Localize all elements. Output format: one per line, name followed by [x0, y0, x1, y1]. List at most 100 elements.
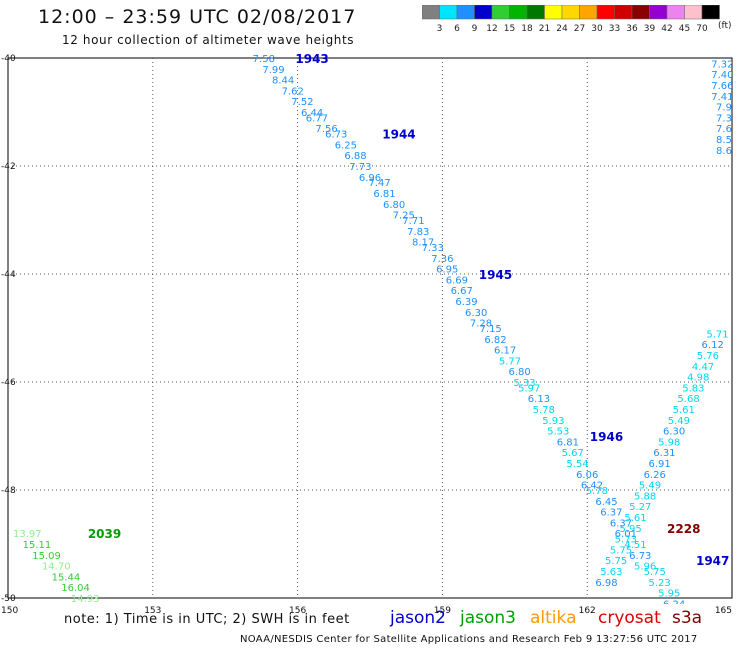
colorbar-tick-label: 3: [437, 24, 443, 34]
swh-value-label: 7.62: [282, 86, 304, 97]
colorbar-tick-label: 33: [609, 24, 620, 34]
pass-time-label: 1945: [479, 268, 512, 282]
x-tick-label: 162: [579, 606, 596, 616]
data-layer: 7.587.998.447.627.526.446.777.566.736.25…: [13, 52, 738, 610]
swh-value-label: 4.51: [624, 540, 646, 551]
legend-s3a: s3a: [672, 608, 703, 628]
legend-jason3: jason3: [460, 608, 516, 628]
swh-value-label: 6.77: [306, 113, 328, 124]
swh-value-label: 5.75: [610, 545, 632, 556]
colorbar-tick-label: 18: [521, 24, 533, 34]
footer-credit: NOAA/NESDIS Center for Satellite Applica…: [240, 634, 698, 645]
swh-value-label: 6.81: [557, 437, 579, 448]
pass-time-label: 1943: [295, 52, 328, 66]
swh-value-label: 5.23: [648, 578, 670, 589]
swh-value-label: 6.91: [648, 459, 670, 470]
colorbar-tick-label: 39: [644, 24, 656, 34]
swh-value-label: 6.88: [344, 151, 366, 162]
swh-value-label: 6.25: [335, 140, 357, 151]
swh-value-label: 13.97: [13, 529, 42, 540]
swh-value-label: 6.12: [702, 340, 724, 351]
swh-value-label: 7.36: [431, 254, 453, 265]
swh-value-label: 4.47: [692, 362, 714, 373]
colorbar-tick-label: 15: [504, 24, 515, 34]
swh-value-label: 5.75: [644, 567, 666, 578]
x-tick-label: 150: [1, 606, 18, 616]
swh-value-label: 6.81: [373, 189, 395, 200]
y-tick-label: -50: [1, 594, 16, 604]
swh-value-label: 7.99: [262, 65, 284, 76]
swh-value-label: 7.66: [711, 81, 733, 92]
swh-value-label: 5.96: [634, 562, 656, 573]
swh-value-label: 5.53: [547, 427, 569, 438]
colorbar-tick-label: 27: [574, 24, 585, 34]
swh-value-label: 5.73: [615, 535, 637, 546]
swh-value-label: 7.69: [716, 124, 738, 135]
swh-value-label: 6.45: [595, 497, 617, 508]
pass-time-label: 1947: [696, 554, 729, 568]
swh-value-label: 6.13: [528, 394, 550, 405]
y-tick-label: -46: [1, 378, 16, 388]
colorbar-tick-label: 30: [591, 24, 603, 34]
swh-value-label: 6.73: [629, 551, 651, 562]
swh-value-label: 7.41: [711, 92, 733, 103]
legend-cryosat: cryosat: [598, 608, 661, 628]
swh-value-label: 6.37: [610, 518, 632, 529]
swh-value-label: 6.42: [581, 481, 603, 492]
swh-value-label: 7.52: [291, 97, 313, 108]
swh-value-label: 7.56: [315, 124, 337, 135]
colorbar-unit-label: (ft): [718, 21, 732, 31]
swh-value-label: 5.71: [706, 329, 728, 340]
swh-value-label: 6.24: [663, 599, 685, 610]
chart-subtitle: 12 hour collection of altimeter wave hei…: [62, 33, 355, 47]
swh-value-label: 8.17: [412, 238, 434, 249]
swh-value-label: 6.26: [644, 470, 666, 481]
swh-value-label: 6.01: [615, 529, 637, 540]
swh-value-label: 6.98: [595, 578, 617, 589]
pass-time-label: 1946: [590, 430, 623, 444]
colorbar-tick-label: 36: [626, 24, 638, 34]
swh-value-label: 5.83: [682, 383, 704, 394]
swh-value-label: 6.95: [436, 265, 458, 276]
footer-note: note: 1) Time is in UTC; 2) SWH is in fe…: [64, 612, 350, 627]
swh-value-label: 8.51: [716, 135, 738, 146]
swh-value-label: 6.06: [576, 470, 598, 481]
swh-value-label: 5.78: [533, 405, 555, 416]
swh-value-label: 6.67: [451, 286, 473, 297]
swh-value-label: 5.76: [697, 351, 719, 362]
swh-value-label: 7.28: [470, 319, 492, 330]
colorbar-swatch: [701, 5, 720, 20]
swh-value-label: 7.33: [422, 243, 444, 254]
y-tick-label: -44: [1, 270, 16, 280]
chart-title: 12:00 – 23:59 UTC 02/08/2017: [38, 6, 357, 28]
swh-value-label: 7.32: [711, 59, 733, 70]
swh-value-label: 6.31: [653, 448, 675, 459]
swh-value-label: 5.61: [673, 405, 695, 416]
legend-jason2: jason2: [390, 608, 446, 628]
swh-value-label: 7.71: [402, 216, 424, 227]
colorbar-legend: 3 6 9 12 15 18 21 24 27 30 33 36 39 42 45 70: [422, 5, 720, 34]
swh-value-label: 6.30: [663, 427, 685, 438]
swh-value-label: 5.63: [600, 567, 622, 578]
swh-value-label: 7.47: [369, 178, 391, 189]
swh-value-label: 5.97: [518, 383, 540, 394]
colorbar-tick-label: 21: [539, 24, 550, 34]
colorbar-tick-label: 42: [661, 24, 672, 34]
swh-value-label: 7.25: [393, 211, 415, 222]
swh-value-label: 6.39: [455, 297, 477, 308]
swh-value-label: 14.70: [42, 562, 71, 573]
swh-value-label: 6.73: [325, 130, 347, 141]
swh-value-label: 5.75: [605, 556, 627, 567]
plot-frame: [7, 57, 733, 599]
swh-value-label: 7.40: [711, 70, 733, 81]
swh-value-label: 6.80: [383, 200, 405, 211]
swh-value-label: 7.94: [716, 103, 738, 114]
swh-value-label: 16.04: [61, 583, 90, 594]
colorbar-tick-label: 70: [696, 24, 708, 34]
swh-value-label: 5.33: [513, 378, 535, 389]
swh-value-label: 6.80: [508, 367, 530, 378]
pass-time-label: 1944: [382, 128, 415, 142]
swh-value-label: 5.49: [639, 481, 661, 492]
swh-value-label: 15.44: [52, 572, 81, 583]
swh-value-label: 5.88: [634, 491, 656, 502]
